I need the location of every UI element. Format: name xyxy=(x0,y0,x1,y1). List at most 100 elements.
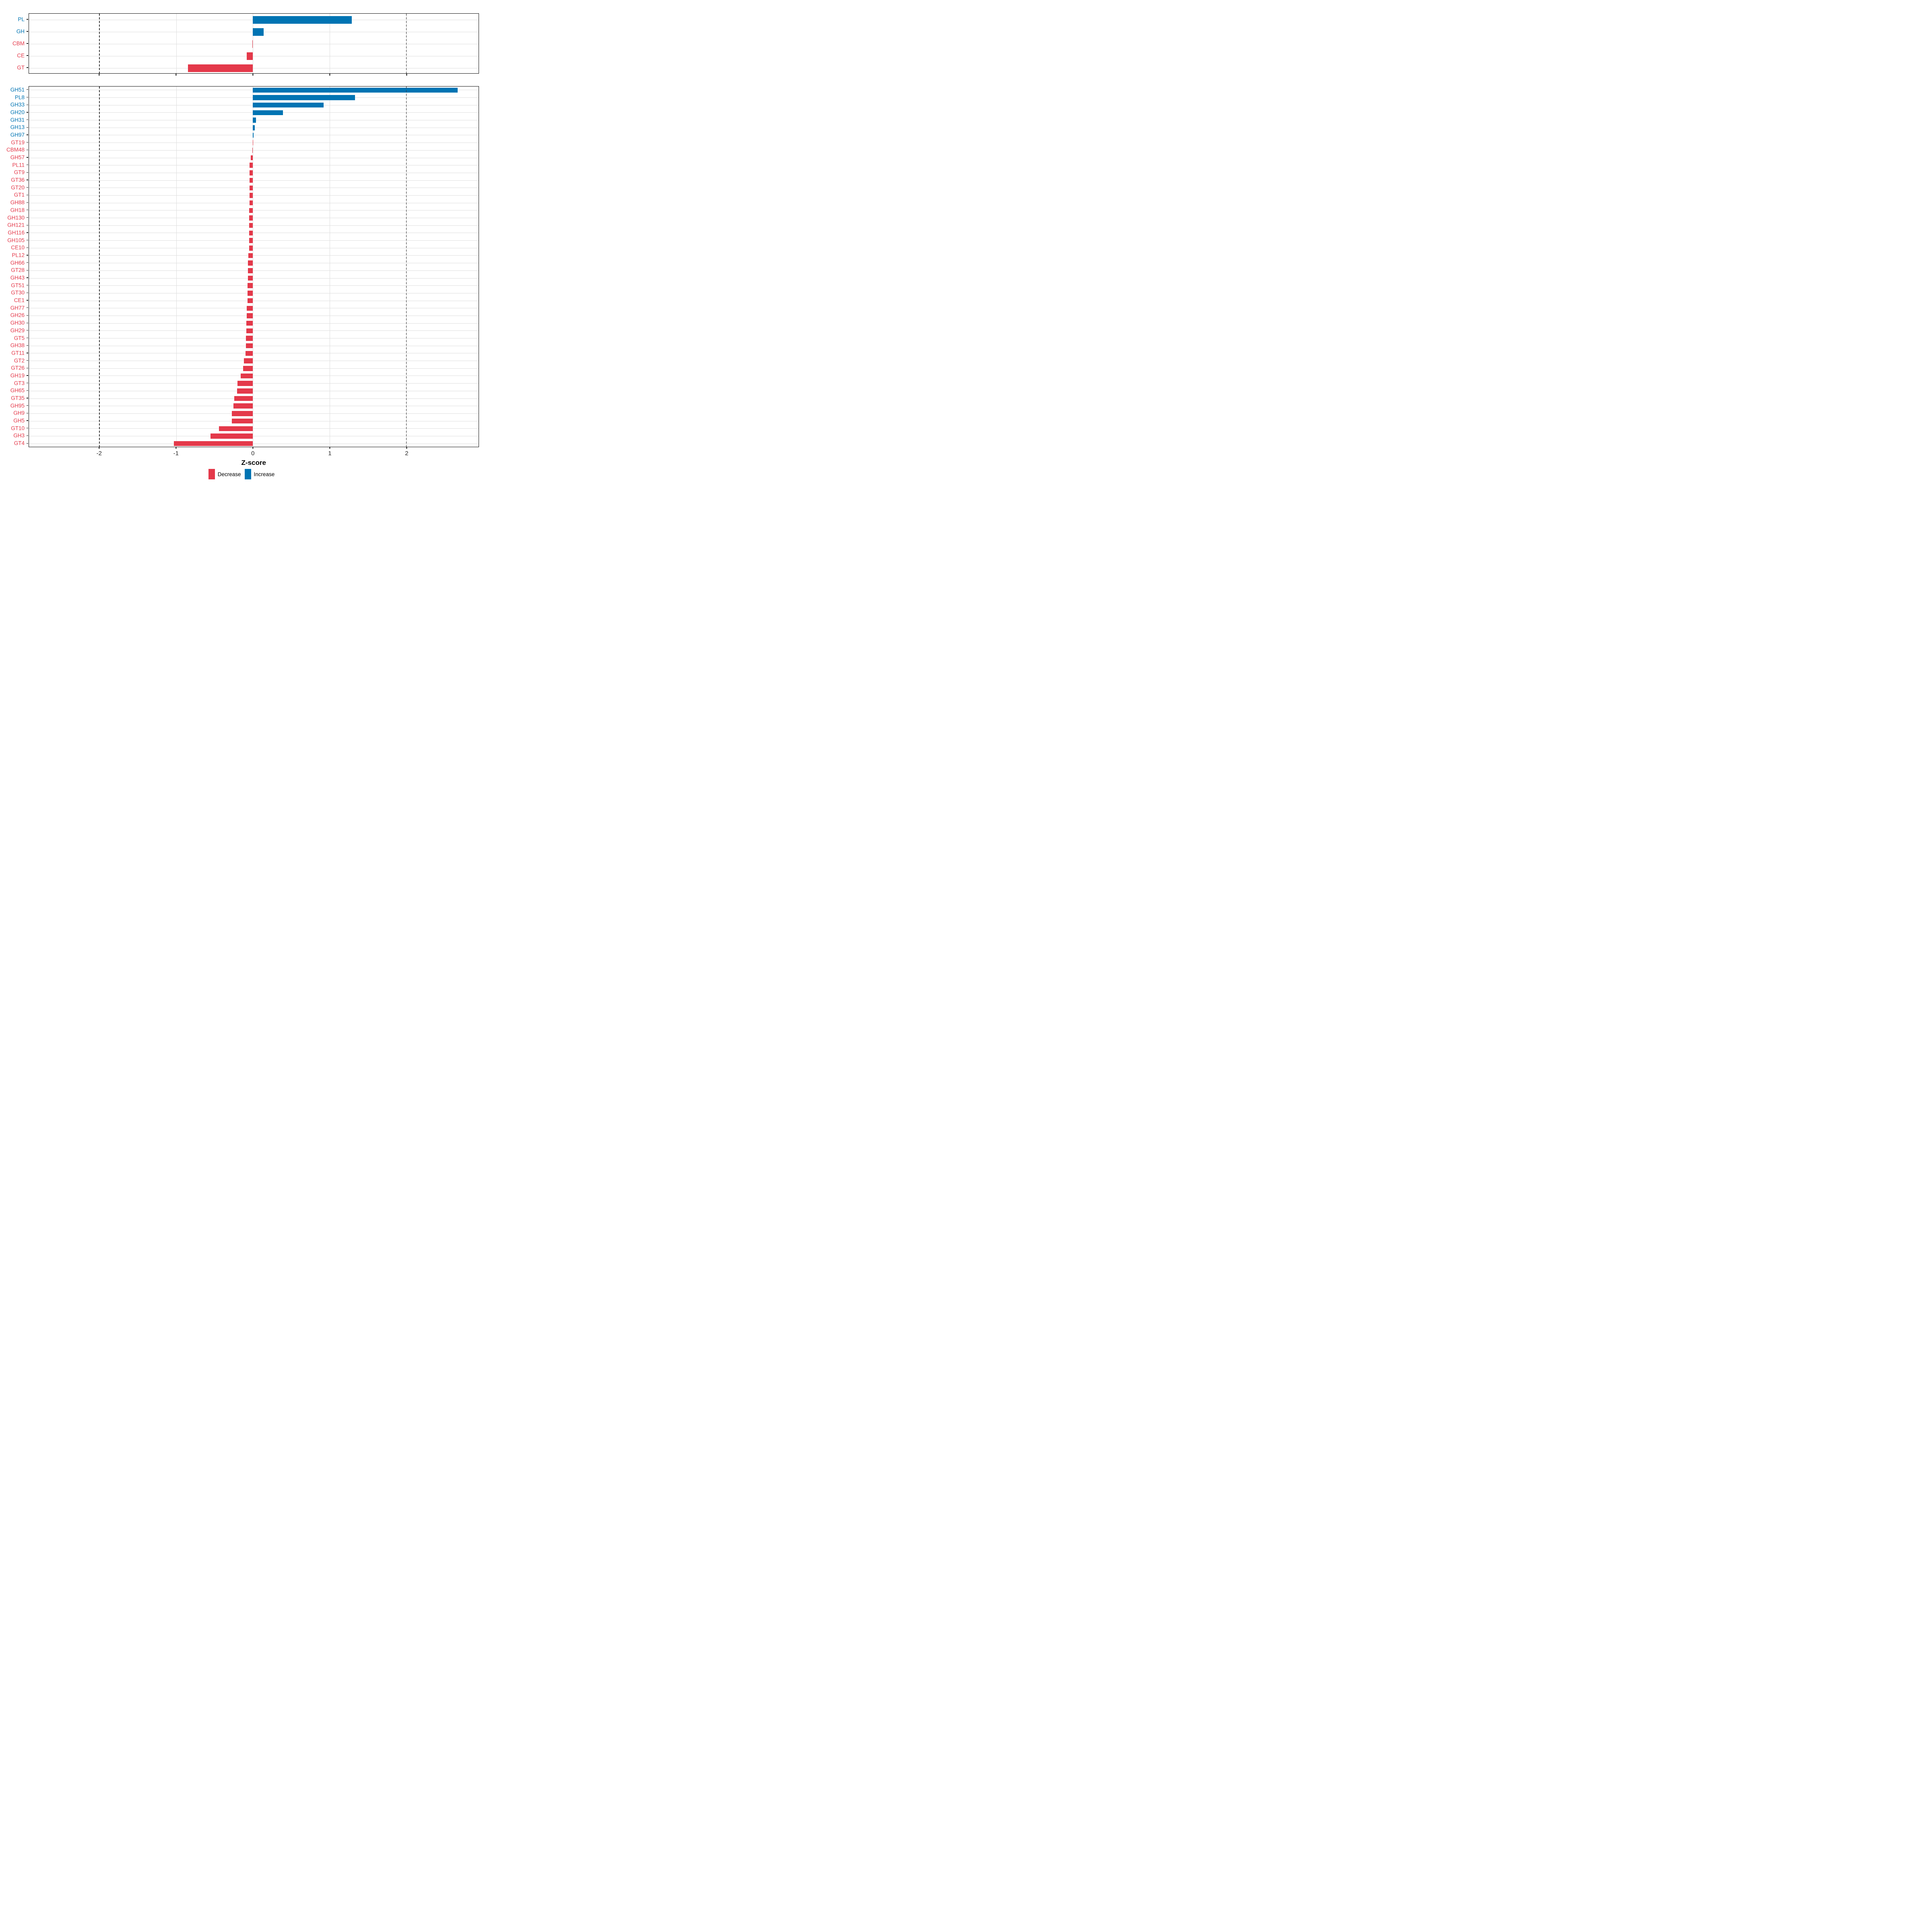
bar-GH51 xyxy=(253,87,458,93)
gridline-row xyxy=(29,368,479,369)
gridline-row xyxy=(29,255,479,256)
bar-GT30 xyxy=(248,291,253,296)
y-label-GH9: GH9 xyxy=(13,410,25,416)
legend: Decrease Increase xyxy=(0,469,483,479)
bar-GT1 xyxy=(249,193,253,198)
bar-GT2 xyxy=(244,358,253,363)
bar-GT9 xyxy=(249,170,253,175)
legend-item-decrease: Decrease xyxy=(208,469,241,479)
bar-GH13 xyxy=(253,125,255,130)
y-label-GH66: GH66 xyxy=(10,259,25,266)
y-tick xyxy=(27,277,28,278)
y-label-GT: GT xyxy=(17,64,25,71)
y-label-GT4: GT4 xyxy=(14,440,25,446)
bar-GH31 xyxy=(253,118,256,123)
gridline-row xyxy=(29,150,479,151)
bar-GH26 xyxy=(247,313,253,318)
y-tick xyxy=(27,405,28,406)
bar-GH3 xyxy=(211,433,253,439)
y-tick xyxy=(27,375,28,376)
bar-GT5 xyxy=(246,336,253,341)
bar-GT20 xyxy=(249,185,253,191)
chart-canvas: PL GH CBM CE GT GH51 PL8 GH33 GH20 GH31 GH13 GH97 GT… xyxy=(0,0,483,483)
y-label-GH65: GH65 xyxy=(10,387,25,394)
x-tick-label: 1 xyxy=(328,450,332,457)
y-label-GH20: GH20 xyxy=(10,109,25,116)
y-label-GT10: GT10 xyxy=(11,425,25,431)
bar-CBM xyxy=(252,40,253,48)
y-tick xyxy=(27,55,28,56)
bar-GH19 xyxy=(241,373,253,379)
bar-PL12 xyxy=(248,253,253,258)
y-label-GH19: GH19 xyxy=(10,372,25,379)
bar-GH5 xyxy=(231,418,253,424)
y-label-GH77: GH77 xyxy=(10,305,25,311)
bar-GH95 xyxy=(233,403,253,409)
bar-GH18 xyxy=(249,208,253,213)
bar-GH xyxy=(253,28,264,36)
y-tick xyxy=(27,262,28,263)
bar-GH29 xyxy=(246,328,253,334)
x-tick-label: -2 xyxy=(96,450,102,457)
y-label-GH51: GH51 xyxy=(10,87,25,93)
y-label-GH116: GH116 xyxy=(8,229,25,236)
y-label-GH3: GH3 xyxy=(13,432,25,439)
y-tick xyxy=(27,232,28,233)
y-label-GH: GH xyxy=(16,28,25,35)
y-label-GT30: GT30 xyxy=(11,289,25,296)
gridline-row xyxy=(29,225,479,226)
y-label-GT51: GT51 xyxy=(11,282,25,288)
bar-GT36 xyxy=(249,178,253,183)
x-axis-title: Z-score xyxy=(241,459,266,466)
y-label-GH29: GH29 xyxy=(10,327,25,334)
y-label-CBM48: CBM48 xyxy=(6,147,25,153)
y-tick xyxy=(27,67,28,68)
y-label-GT2: GT2 xyxy=(14,357,25,363)
bar-GT26 xyxy=(243,366,253,371)
legend-swatch-increase-icon xyxy=(244,469,251,479)
y-tick xyxy=(27,360,28,361)
gridline-x--1 xyxy=(176,86,177,447)
bar-GH130 xyxy=(249,215,253,221)
y-label-GT9: GT9 xyxy=(14,169,25,175)
bar-GT10 xyxy=(219,426,253,431)
bar-GH88 xyxy=(249,200,253,206)
gridline-row xyxy=(29,240,479,241)
y-label-GT26: GT26 xyxy=(11,365,25,371)
y-tick xyxy=(27,443,28,444)
gridline-row xyxy=(29,180,479,181)
gridline-row xyxy=(29,428,479,429)
gridline-row xyxy=(29,210,479,211)
bar-GH116 xyxy=(249,230,253,236)
y-label-GH97: GH97 xyxy=(10,132,25,138)
bar-GH57 xyxy=(251,155,253,161)
y-label-PL11: PL11 xyxy=(12,161,25,168)
bar-GH33 xyxy=(253,102,324,108)
y-label-GH121: GH121 xyxy=(7,222,25,228)
y-label-PL12: PL12 xyxy=(12,252,25,258)
y-label-GH88: GH88 xyxy=(10,199,25,206)
legend-label-decrease: Decrease xyxy=(217,471,241,477)
y-label-PL8: PL8 xyxy=(14,94,25,100)
gridline-row xyxy=(29,323,479,324)
bar-GH105 xyxy=(249,238,253,243)
y-label-GT36: GT36 xyxy=(11,177,25,183)
bar-CE xyxy=(247,52,253,60)
dashed-line-x-2 xyxy=(406,14,407,73)
gridline-row xyxy=(29,195,479,196)
y-tick xyxy=(27,172,28,173)
y-tick xyxy=(27,390,28,391)
y-tick xyxy=(27,187,28,188)
x-tick-label: 2 xyxy=(405,450,409,457)
y-label-GH30: GH30 xyxy=(10,320,25,326)
bar-CE1 xyxy=(247,298,253,303)
gridline-row xyxy=(29,278,479,279)
bar-CE10 xyxy=(249,246,253,251)
bar-GT35 xyxy=(234,396,253,401)
y-label-GT3: GT3 xyxy=(14,380,25,386)
bar-GT4 xyxy=(173,441,253,446)
y-tick xyxy=(27,345,28,346)
bar-GH65 xyxy=(237,388,253,394)
y-tick xyxy=(27,89,28,90)
y-label-GT20: GT20 xyxy=(11,184,25,191)
